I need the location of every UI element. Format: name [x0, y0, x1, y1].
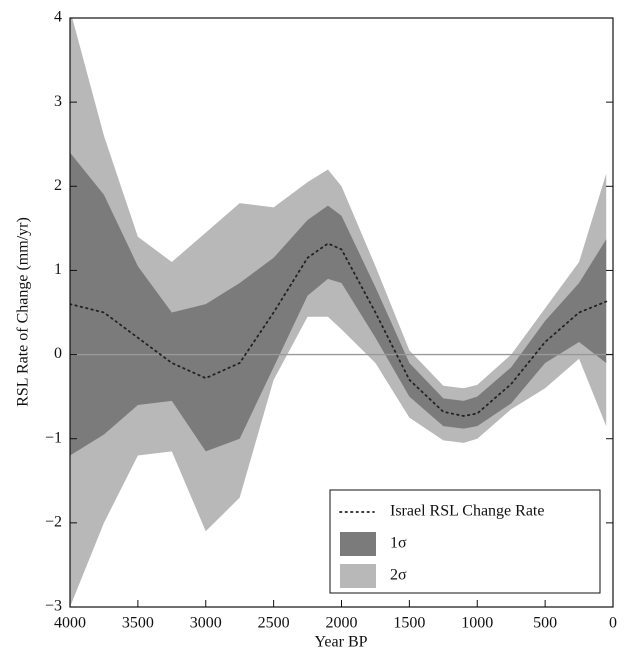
legend-label: 2σ [390, 567, 407, 584]
y-axis-label: RSL Rate of Change (mm/yr) [15, 217, 32, 407]
x-tick-label: 1000 [461, 615, 493, 632]
x-axis-label: Year BP [314, 634, 367, 651]
mean-line [70, 242, 608, 417]
plot-area [70, 18, 613, 607]
y-tick-label: 4 [54, 9, 62, 26]
legend-swatch [340, 564, 376, 588]
x-tick-label: 2500 [258, 615, 290, 632]
x-tick-label: 0 [609, 615, 617, 632]
y-tick-label: 0 [54, 345, 62, 362]
band [70, 152, 607, 456]
x-tick-label: 500 [533, 615, 557, 632]
x-tick-label: 3000 [190, 615, 222, 632]
legend-swatch [340, 532, 376, 556]
legend-label: Israel RSL Change Rate [390, 503, 544, 520]
y-tick-label: −2 [45, 514, 62, 531]
y-tick-label: 3 [54, 93, 62, 110]
x-tick-label: 2000 [326, 615, 358, 632]
y-tick-label: −3 [45, 598, 62, 615]
x-tick-label: 4000 [54, 615, 86, 632]
y-tick-label: −1 [45, 429, 62, 446]
band [70, 18, 607, 607]
y-tick-label: 1 [54, 261, 62, 278]
x-tick-label: 1500 [393, 615, 425, 632]
legend-label: 1σ [390, 535, 407, 552]
x-tick-label: 3500 [122, 615, 154, 632]
y-tick-label: 2 [54, 177, 62, 194]
legend: Israel RSL Change Rate 1σ 2σ [329, 489, 601, 594]
